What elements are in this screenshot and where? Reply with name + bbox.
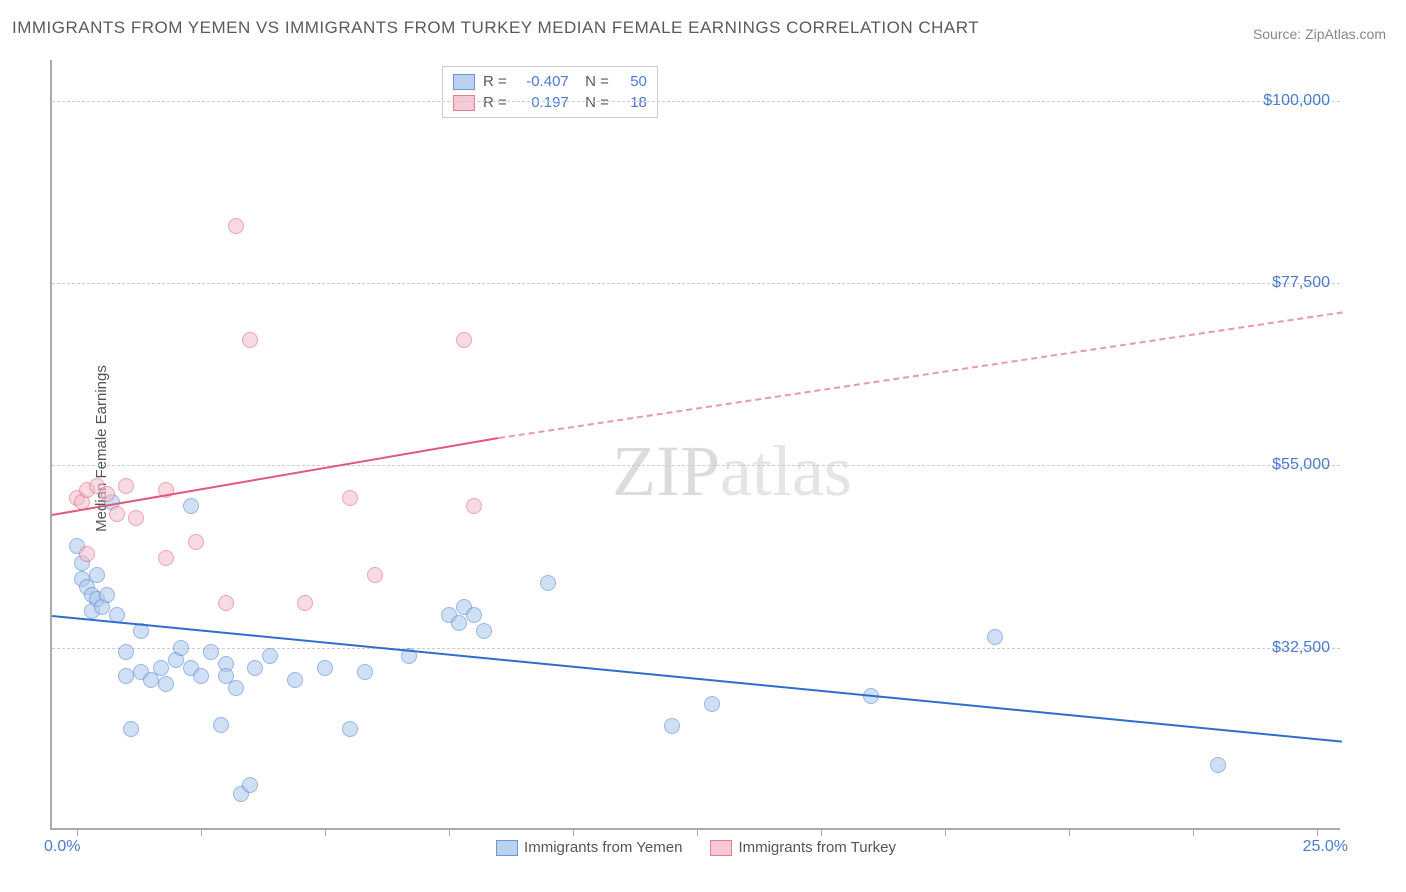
- stat-r-value: 0.197: [515, 94, 569, 111]
- scatter-point: [242, 332, 258, 348]
- legend-swatch: [710, 840, 732, 856]
- scatter-point: [317, 660, 333, 676]
- y-tick-label: $100,000: [1263, 92, 1330, 110]
- scatter-point: [228, 680, 244, 696]
- gridline: [52, 465, 1340, 466]
- scatter-point: [262, 648, 278, 664]
- x-tick: [77, 828, 78, 836]
- scatter-point: [158, 550, 174, 566]
- gridline: [52, 283, 1340, 284]
- scatter-point: [99, 486, 115, 502]
- x-tick: [325, 828, 326, 836]
- scatter-point: [118, 668, 134, 684]
- x-tick: [1069, 828, 1070, 836]
- scatter-point: [247, 660, 263, 676]
- x-min-label: 0.0%: [44, 838, 80, 856]
- x-max-label: 25.0%: [1303, 838, 1348, 856]
- scatter-point: [118, 644, 134, 660]
- legend-label: Immigrants from Turkey: [738, 839, 896, 856]
- chart-container: IMMIGRANTS FROM YEMEN VS IMMIGRANTS FROM…: [0, 0, 1406, 892]
- gridline: [52, 101, 1340, 102]
- scatter-point: [466, 607, 482, 623]
- scatter-point: [357, 664, 373, 680]
- gridline: [52, 648, 1340, 649]
- stat-n-value: 18: [617, 94, 647, 111]
- scatter-point: [451, 615, 467, 631]
- legend-swatch: [453, 74, 475, 90]
- scatter-point: [123, 721, 139, 737]
- legend-row: R = 0.197 N = 18: [453, 92, 647, 113]
- scatter-point: [540, 575, 556, 591]
- scatter-point: [987, 629, 1003, 645]
- stat-n-label: N =: [577, 73, 609, 90]
- watermark: ZIPatlas: [612, 430, 852, 513]
- series-legend: Immigrants from Yemen Immigrants from Tur…: [52, 839, 1340, 856]
- scatter-point: [153, 660, 169, 676]
- legend-item: Immigrants from Yemen: [496, 839, 682, 856]
- legend-swatch: [496, 840, 518, 856]
- plot-area: ZIPatlas R =-0.407 N =50R =0.197 N =18 I…: [50, 60, 1340, 830]
- x-tick: [697, 828, 698, 836]
- x-tick: [1317, 828, 1318, 836]
- scatter-point: [193, 668, 209, 684]
- x-tick: [573, 828, 574, 836]
- scatter-point: [128, 510, 144, 526]
- scatter-point: [118, 478, 134, 494]
- legend-swatch: [453, 95, 475, 111]
- scatter-point: [466, 498, 482, 514]
- scatter-point: [704, 696, 720, 712]
- scatter-point: [213, 717, 229, 733]
- chart-title: IMMIGRANTS FROM YEMEN VS IMMIGRANTS FROM…: [12, 18, 979, 38]
- scatter-point: [183, 498, 199, 514]
- scatter-point: [203, 644, 219, 660]
- scatter-point: [109, 506, 125, 522]
- scatter-point: [1210, 757, 1226, 773]
- scatter-point: [242, 777, 258, 793]
- legend-item: Immigrants from Turkey: [710, 839, 896, 856]
- scatter-point: [367, 567, 383, 583]
- stats-legend: R = -0.407 N = 50 R = 0.197 N = 18: [442, 66, 658, 118]
- y-tick-label: $55,000: [1272, 456, 1330, 474]
- scatter-point: [158, 676, 174, 692]
- trend-line: [52, 437, 499, 516]
- x-tick: [201, 828, 202, 836]
- scatter-point: [476, 623, 492, 639]
- trend-line: [498, 311, 1342, 439]
- stat-r-label: R =: [483, 94, 507, 111]
- stat-r-value: -0.407: [515, 73, 569, 90]
- y-tick-label: $32,500: [1272, 639, 1330, 657]
- scatter-point: [218, 595, 234, 611]
- trend-line: [52, 615, 1342, 743]
- scatter-point: [89, 567, 105, 583]
- scatter-point: [342, 721, 358, 737]
- x-tick: [1193, 828, 1194, 836]
- scatter-point: [456, 332, 472, 348]
- stat-n-label: N =: [577, 94, 609, 111]
- scatter-point: [287, 672, 303, 688]
- stat-n-value: 50: [617, 73, 647, 90]
- legend-row: R = -0.407 N = 50: [453, 71, 647, 92]
- scatter-point: [188, 534, 204, 550]
- stat-r-label: R =: [483, 73, 507, 90]
- scatter-point: [173, 640, 189, 656]
- x-tick: [449, 828, 450, 836]
- x-tick: [821, 828, 822, 836]
- x-tick: [945, 828, 946, 836]
- legend-label: Immigrants from Yemen: [524, 839, 682, 856]
- source-attribution: Source: ZipAtlas.com: [1253, 26, 1386, 42]
- scatter-point: [99, 587, 115, 603]
- scatter-point: [342, 490, 358, 506]
- scatter-point: [79, 546, 95, 562]
- scatter-point: [664, 718, 680, 734]
- scatter-point: [228, 218, 244, 234]
- y-tick-label: $77,500: [1272, 274, 1330, 292]
- scatter-point: [297, 595, 313, 611]
